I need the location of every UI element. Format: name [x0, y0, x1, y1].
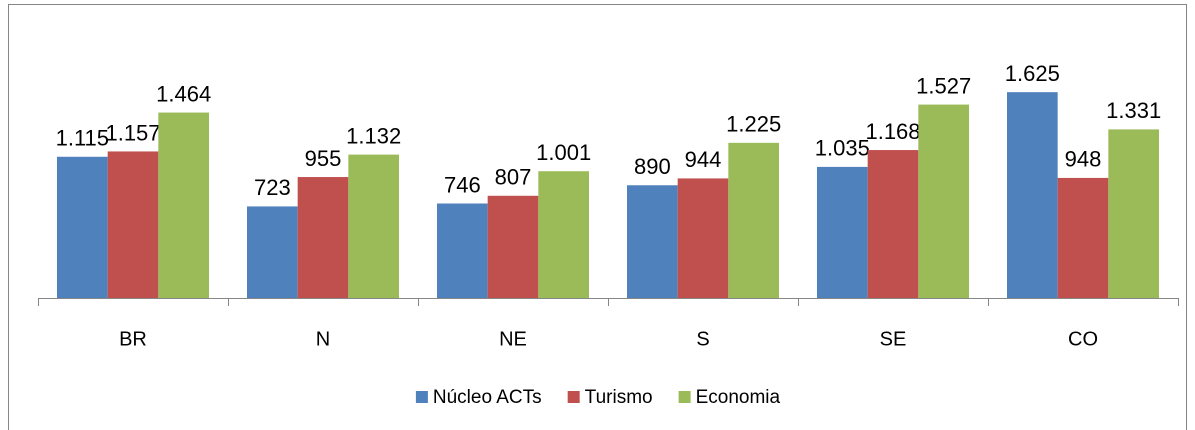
bar — [1007, 92, 1058, 299]
value-label: 1.115 — [56, 126, 109, 151]
bar — [297, 177, 349, 298]
bar — [538, 171, 589, 298]
x-tick-label: NE — [499, 328, 527, 350]
x-tick-label: SE — [880, 328, 907, 350]
bar — [348, 154, 399, 298]
value-label: 1.625 — [1005, 61, 1060, 86]
bar — [728, 142, 779, 298]
value-label: 890 — [634, 154, 671, 179]
value-label: 1.001 — [536, 140, 591, 165]
bar — [158, 112, 209, 298]
value-label: 1.035 — [815, 136, 870, 161]
bar — [627, 185, 678, 298]
x-tick-label: BR — [119, 328, 147, 350]
value-label: 955 — [305, 146, 342, 171]
bar — [1057, 177, 1109, 298]
x-tick-label: CO — [1068, 328, 1098, 350]
value-label: 1.132 — [346, 123, 401, 148]
legend-label: Núcleo ACTs — [433, 387, 542, 408]
value-label: 1.157 — [105, 120, 160, 145]
legend-swatch — [415, 391, 428, 403]
bar — [817, 166, 868, 298]
bar — [437, 203, 488, 298]
value-label: 1.527 — [916, 73, 971, 98]
legend-label: Economia — [696, 387, 781, 408]
chart-border — [8, 4, 1187, 430]
legend-swatch — [567, 391, 580, 403]
value-label: 944 — [685, 147, 722, 172]
bar — [867, 150, 919, 298]
x-tick-label: S — [696, 328, 709, 350]
value-label: 1.464 — [156, 81, 211, 106]
value-label: 1.168 — [865, 119, 920, 144]
value-label: 723 — [254, 175, 291, 200]
legend-label: Turismo — [585, 387, 653, 408]
bar — [57, 156, 108, 298]
value-label: 948 — [1065, 147, 1102, 172]
bar — [107, 151, 159, 298]
bar — [677, 178, 729, 298]
value-label: 807 — [495, 165, 532, 190]
bar — [247, 206, 298, 298]
value-label: 1.225 — [726, 112, 781, 137]
x-tick-label: N — [316, 328, 330, 350]
value-label: 746 — [444, 172, 481, 197]
bar — [487, 195, 539, 298]
bar — [1108, 129, 1159, 298]
value-label: 1.331 — [1106, 98, 1161, 123]
bar — [918, 104, 969, 298]
legend-swatch — [678, 391, 691, 403]
